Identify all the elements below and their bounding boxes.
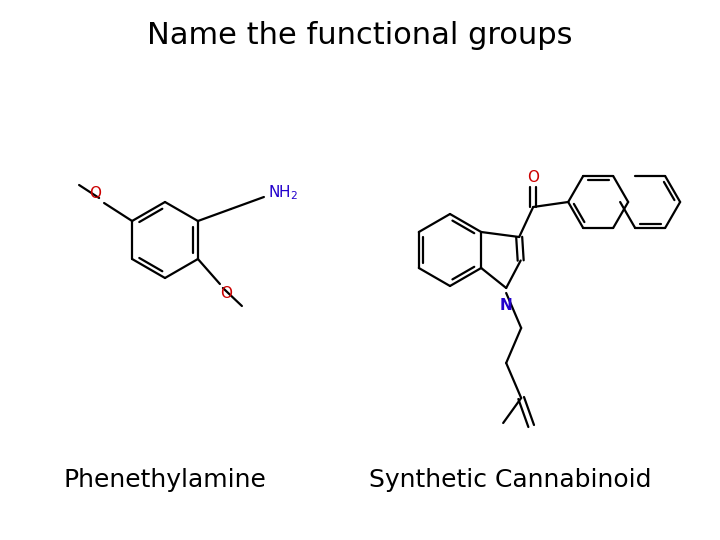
Text: N: N [500,298,513,313]
Text: O: O [527,170,539,185]
Text: NH$_2$: NH$_2$ [268,184,298,202]
Text: Name the functional groups: Name the functional groups [148,21,572,50]
Text: Phenethylamine: Phenethylamine [63,468,266,492]
Text: O: O [89,186,101,201]
Text: O: O [220,286,232,300]
Text: Synthetic Cannabinoid: Synthetic Cannabinoid [369,468,652,492]
